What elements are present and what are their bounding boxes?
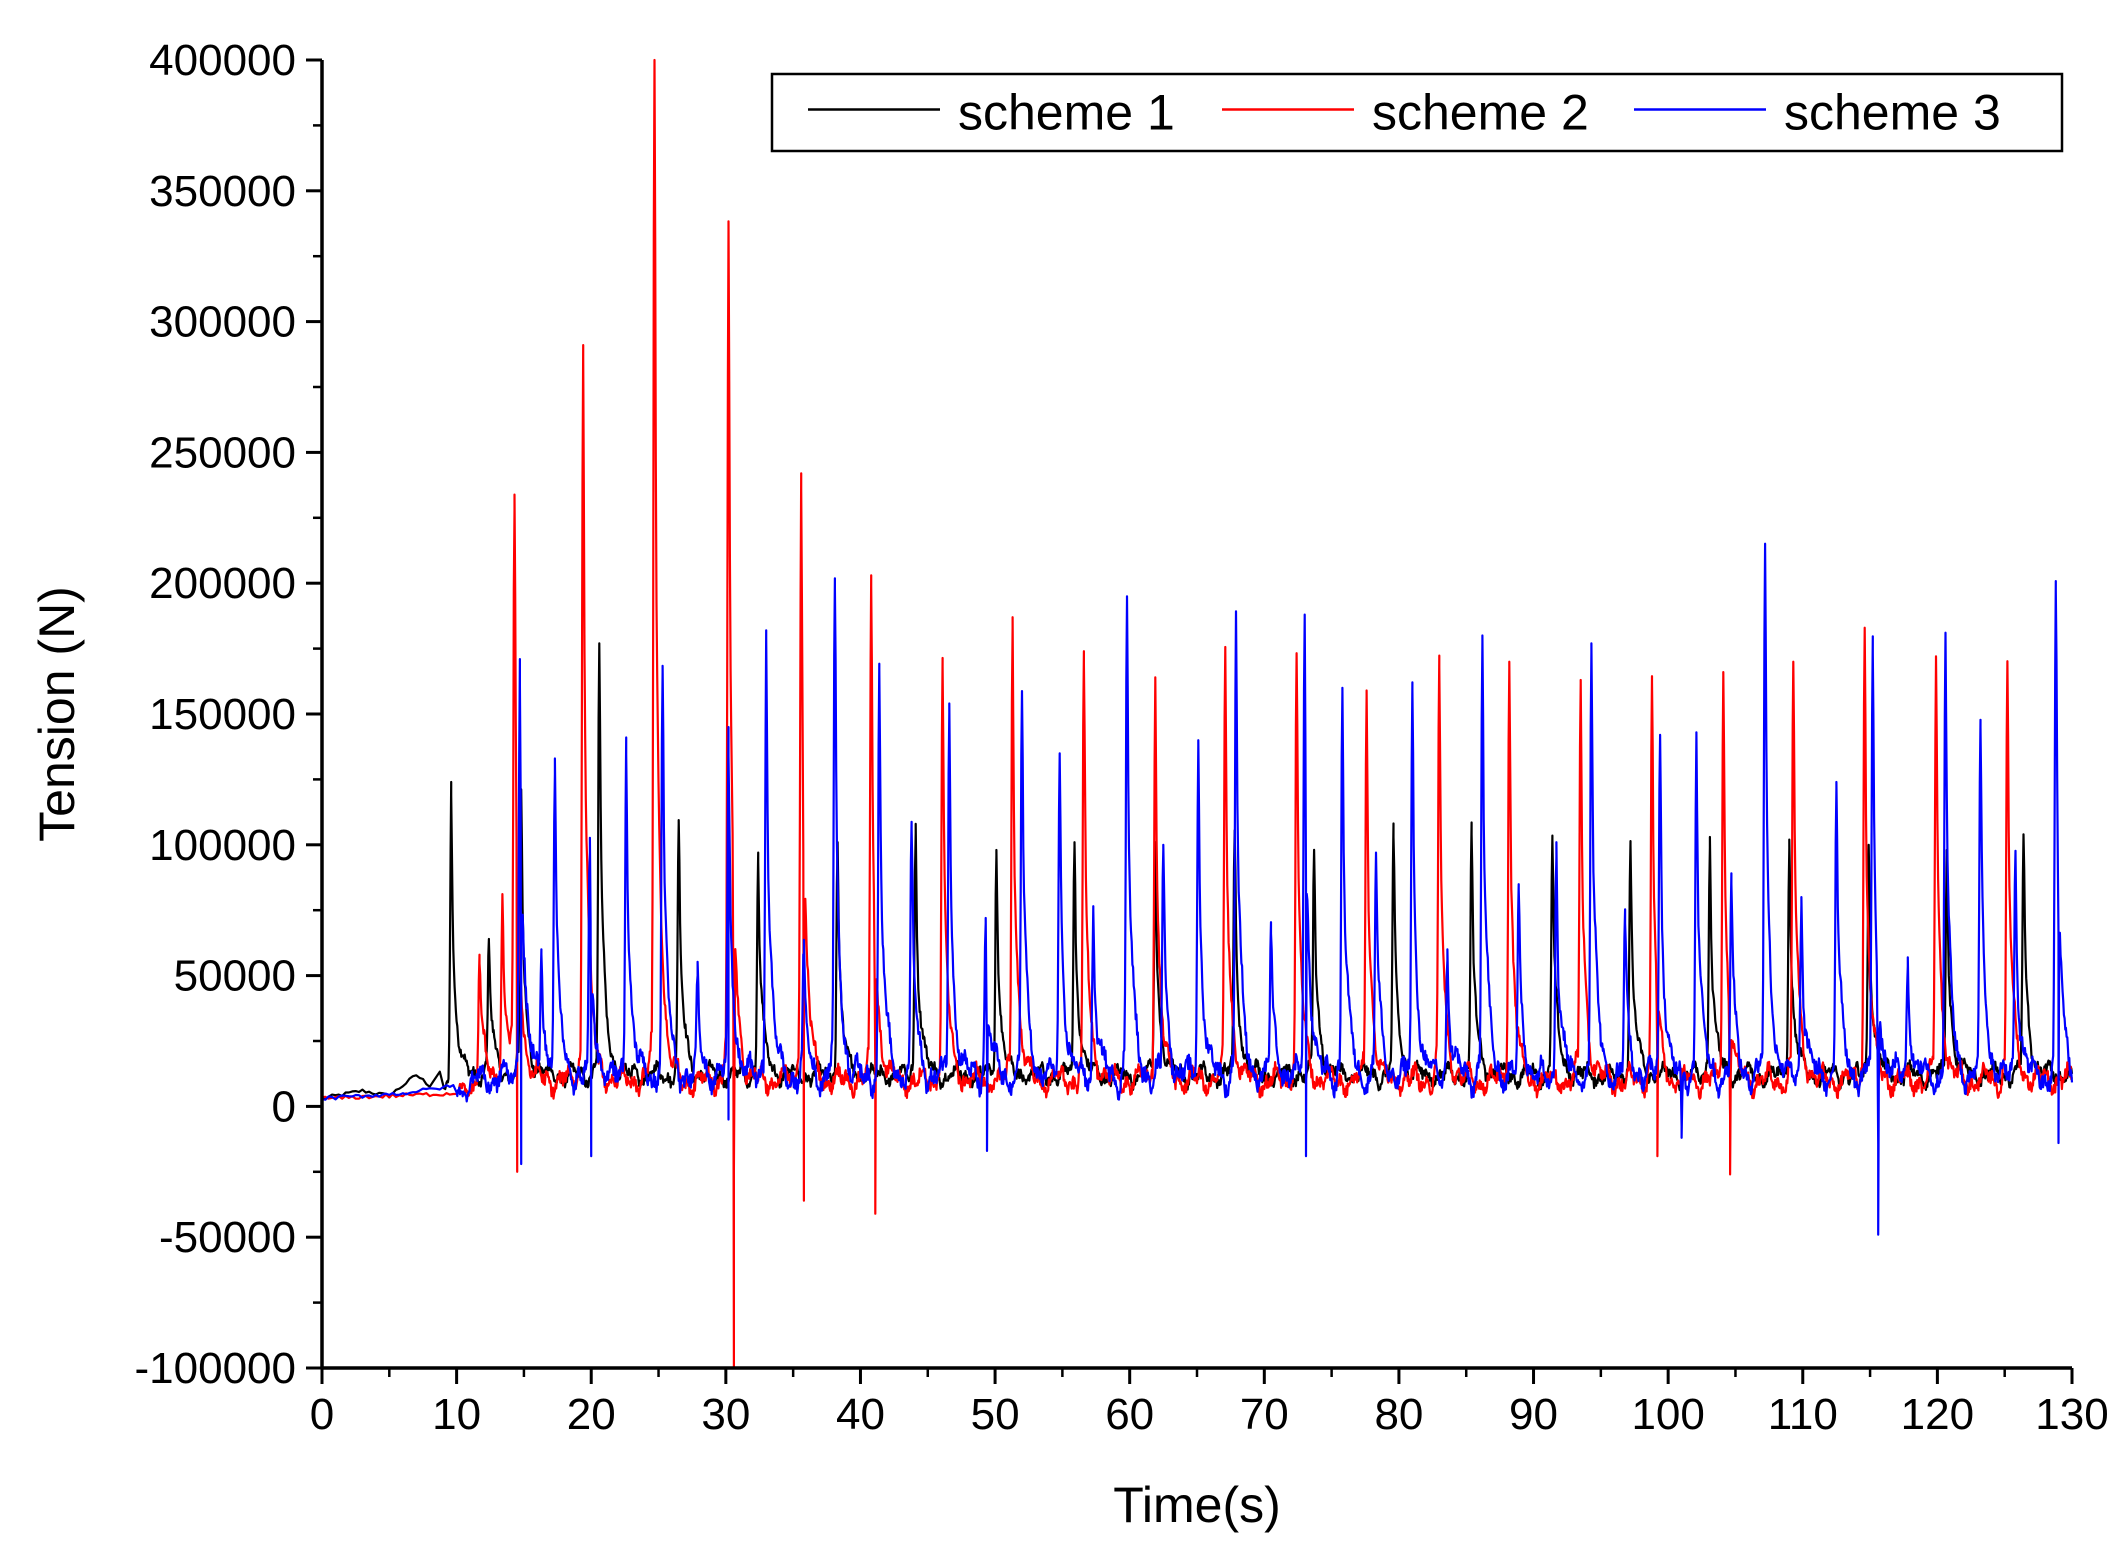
series-line-scheme-2 bbox=[321, 58, 2074, 1370]
x-tick-label: 70 bbox=[1240, 1390, 1289, 1439]
y-tick-label: 100000 bbox=[149, 821, 296, 870]
y-axis-title: Tension (N) bbox=[29, 586, 85, 842]
y-tick-label: 300000 bbox=[149, 298, 296, 347]
y-tick-label: 150000 bbox=[149, 690, 296, 739]
x-tick-label: 110 bbox=[1768, 1390, 1838, 1439]
x-tick-label: 30 bbox=[701, 1390, 750, 1439]
legend-label-scheme-2: scheme 2 bbox=[1372, 85, 1589, 141]
axes-layer: -100000 -50000 0 50000 100000 150000 200000 250… bbox=[135, 36, 2109, 1439]
series-line-scheme-3 bbox=[321, 542, 2074, 1236]
legend: scheme 1 scheme 2 scheme 3 bbox=[770, 72, 2064, 153]
x-tick-label: 0 bbox=[310, 1390, 334, 1439]
y-tick-label: 200000 bbox=[149, 559, 296, 608]
x-tick-label: 20 bbox=[567, 1390, 616, 1439]
legend-label-scheme-1: scheme 1 bbox=[958, 85, 1175, 141]
y-tick-label: 400000 bbox=[149, 36, 296, 85]
y-tick-label: -50000 bbox=[159, 1213, 296, 1262]
legend-label-scheme-3: scheme 3 bbox=[1784, 85, 2001, 141]
y-tick-label: 50000 bbox=[174, 952, 296, 1001]
y-tick-label: 350000 bbox=[149, 167, 296, 216]
x-axis-title: Time(s) bbox=[1113, 1477, 1281, 1533]
legend-box bbox=[770, 72, 2064, 153]
y-tick-label: 250000 bbox=[149, 428, 296, 477]
x-tick-label: 40 bbox=[836, 1390, 885, 1439]
x-tick-label: 90 bbox=[1509, 1390, 1558, 1439]
x-tick-label: 120 bbox=[1901, 1390, 1974, 1439]
y-tick-label: -100000 bbox=[135, 1344, 296, 1393]
x-tick-label: 50 bbox=[971, 1390, 1020, 1439]
x-tick-label: 80 bbox=[1374, 1390, 1423, 1439]
series-layer bbox=[321, 58, 2074, 1370]
y-tick-label: 0 bbox=[272, 1082, 296, 1131]
x-tick-label: 10 bbox=[432, 1390, 481, 1439]
x-tick-label: 130 bbox=[2035, 1390, 2108, 1439]
x-tick-label: 100 bbox=[1631, 1390, 1704, 1439]
x-tick-label: 60 bbox=[1105, 1390, 1154, 1439]
